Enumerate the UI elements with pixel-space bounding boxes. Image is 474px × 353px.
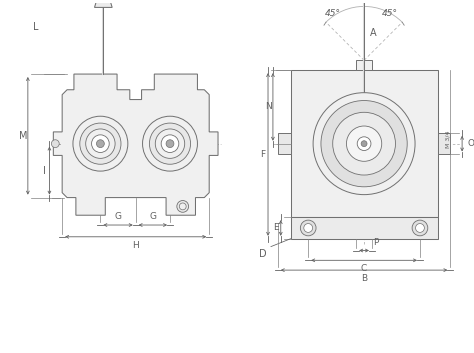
Text: D: D — [259, 249, 267, 258]
Text: H: H — [132, 241, 139, 250]
Circle shape — [97, 140, 104, 148]
Circle shape — [333, 112, 395, 175]
Bar — [438, 133, 450, 155]
Circle shape — [149, 123, 191, 164]
Text: O: O — [467, 139, 474, 148]
Text: C: C — [361, 264, 367, 273]
Text: M: M — [18, 131, 27, 141]
Circle shape — [143, 116, 198, 171]
Text: L: L — [33, 22, 38, 32]
Bar — [291, 70, 438, 217]
Circle shape — [321, 101, 407, 187]
Circle shape — [412, 220, 428, 236]
Text: A: A — [370, 28, 376, 38]
Circle shape — [73, 116, 128, 171]
Text: F: F — [261, 150, 266, 159]
Text: 45°: 45° — [325, 9, 341, 18]
Text: B: B — [361, 274, 367, 283]
Circle shape — [91, 135, 109, 152]
Circle shape — [86, 129, 115, 158]
Circle shape — [51, 140, 59, 148]
Circle shape — [155, 129, 185, 158]
Text: N: N — [264, 102, 272, 112]
Circle shape — [346, 126, 382, 161]
Text: E: E — [273, 223, 279, 233]
Circle shape — [357, 137, 371, 150]
Bar — [278, 133, 291, 155]
Circle shape — [80, 123, 121, 164]
Bar — [291, 217, 438, 239]
Circle shape — [161, 135, 179, 152]
Text: G: G — [115, 212, 121, 221]
Circle shape — [361, 141, 367, 146]
Text: 45°: 45° — [382, 9, 398, 18]
Text: G: G — [149, 212, 156, 221]
Text: I: I — [43, 166, 46, 176]
Polygon shape — [94, 0, 112, 7]
Circle shape — [301, 220, 316, 236]
Circle shape — [313, 93, 415, 195]
Polygon shape — [54, 74, 218, 215]
Circle shape — [166, 140, 174, 148]
Circle shape — [416, 223, 424, 232]
Bar — [356, 60, 372, 70]
Circle shape — [179, 203, 186, 210]
Text: M 3/4: M 3/4 — [446, 130, 451, 148]
Text: P: P — [373, 238, 378, 247]
Circle shape — [304, 223, 313, 232]
Circle shape — [177, 201, 189, 212]
